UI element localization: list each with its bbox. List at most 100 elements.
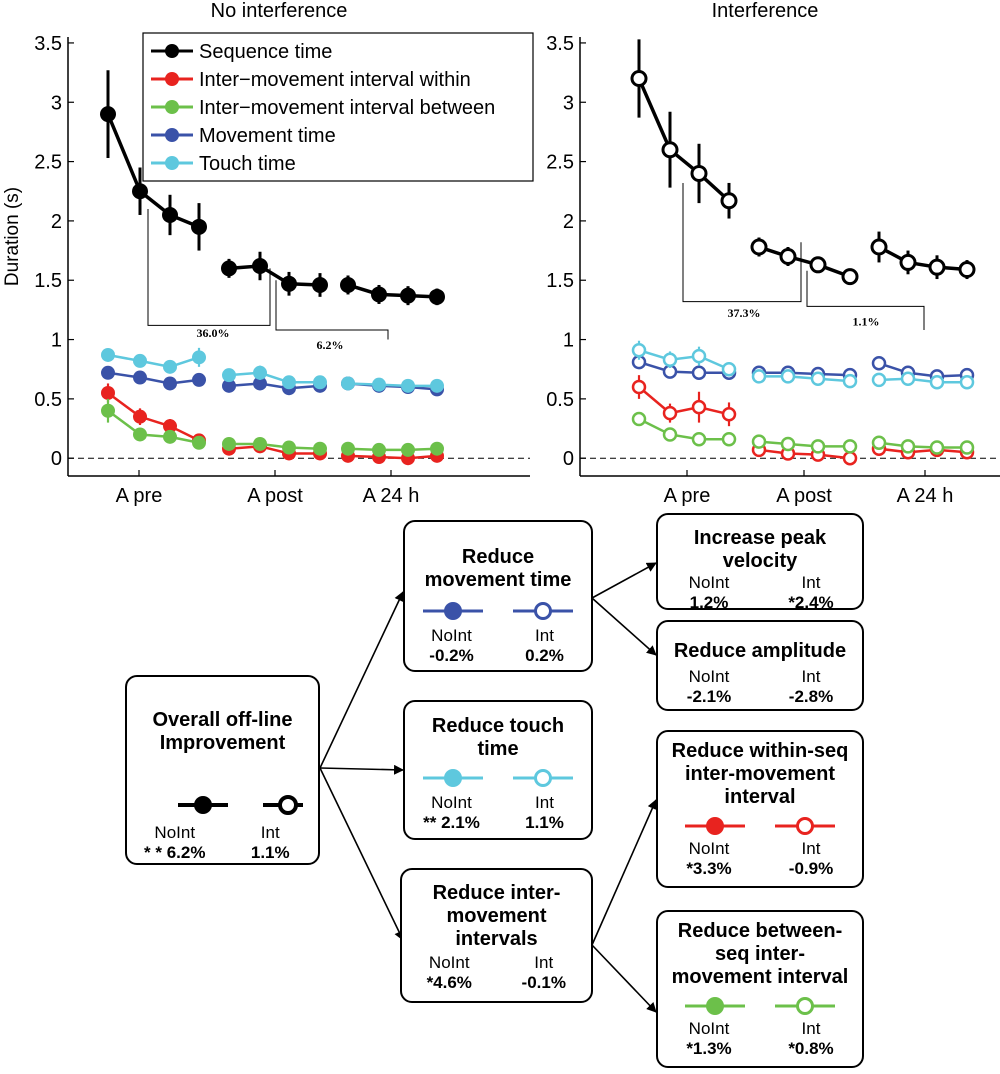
data-point-sequence <box>100 106 116 123</box>
bracket-annotation: 36.0% <box>197 326 230 340</box>
data-point-sequence <box>371 286 387 303</box>
series-line-touch <box>638 349 730 371</box>
y-tick-label: 2 <box>51 211 62 233</box>
legend-markers <box>423 769 573 787</box>
int-value: *2.4% <box>788 593 834 612</box>
int-label: Int <box>801 839 821 858</box>
int-value: -2.8% <box>788 687 834 706</box>
legend-box <box>142 32 534 182</box>
overall-improvement-box: Overall off-line Improvement NoInt Int * … <box>125 675 320 865</box>
data-point-touch <box>192 350 206 365</box>
y-tick-label: 3.5 <box>546 33 574 55</box>
data-point-between <box>900 439 916 454</box>
box-title: Reduce within-seq <box>671 740 849 762</box>
legend-marker-between <box>165 100 179 114</box>
data-point-movement <box>192 372 206 387</box>
series-line-within <box>228 445 320 455</box>
y-tick-label: 2.5 <box>546 152 574 174</box>
bracket-annotation: 6.2% <box>317 338 344 352</box>
noint-value: -0.2% <box>429 646 474 665</box>
noint-value: ** 2.1% <box>423 813 480 832</box>
legend-marker-sequence <box>165 44 179 58</box>
data-point-sequence <box>958 261 976 279</box>
data-point-touch <box>163 359 177 374</box>
chart-title: No interference <box>211 0 348 22</box>
data-point-movement <box>101 365 115 380</box>
noint-label: NoInt <box>431 793 472 812</box>
legend-label: Touch time <box>199 153 296 175</box>
y-tick-label: 2 <box>563 211 574 233</box>
box-title: seq inter- <box>714 943 806 965</box>
arrow-movement-to-amplitude <box>591 597 657 656</box>
noint-value: * * 6.2% <box>144 843 206 862</box>
data-point-between <box>282 440 296 455</box>
data-point-within <box>631 379 647 395</box>
x-tick-label: A 24 h <box>363 485 420 507</box>
data-point-sequence <box>899 253 917 271</box>
data-point-touch <box>430 378 444 393</box>
int-open-marker <box>534 769 552 787</box>
y-tick-label: 0.5 <box>546 389 574 411</box>
noint-filled-marker <box>444 769 462 787</box>
box-title: movement interval <box>671 966 849 988</box>
data-point-within <box>662 405 678 421</box>
noint-label: NoInt <box>688 667 730 686</box>
data-point-movement <box>163 376 177 391</box>
data-point-touch <box>372 377 386 392</box>
box-title: movement <box>446 905 547 927</box>
data-point-touch <box>929 375 945 390</box>
arrow-imi-to-within <box>591 799 657 946</box>
y-tick-label: 3 <box>51 92 62 114</box>
data-point-between <box>222 436 236 451</box>
int-label: Int <box>535 626 554 645</box>
series-line-within <box>347 454 438 460</box>
y-tick-label: 1.5 <box>546 270 574 292</box>
series-line-sequence <box>637 77 731 203</box>
data-point-between <box>101 403 115 418</box>
noint-label: NoInt <box>688 573 730 592</box>
data-point-between <box>959 440 975 455</box>
data-point-sequence <box>400 287 416 304</box>
data-point-touch <box>133 353 147 368</box>
legend-label: Movement time <box>199 125 336 147</box>
data-point-between <box>401 442 415 457</box>
data-point-touch <box>222 368 236 383</box>
legend-label: Inter−movement interval within <box>199 69 471 91</box>
noint-value: 1.2% <box>689 593 729 612</box>
data-point-between <box>192 435 206 450</box>
int-value: -0.9% <box>788 859 834 878</box>
box-title: Reduce amplitude <box>673 640 847 662</box>
int-label: Int <box>801 573 821 592</box>
data-point-touch <box>313 375 327 390</box>
between-seq-box: Reduce between- seq inter- movement inte… <box>656 910 864 1068</box>
series-line-within <box>107 391 200 442</box>
chart-title: Interference <box>712 0 819 22</box>
series-line-touch <box>878 377 967 384</box>
data-point-sequence <box>750 238 768 256</box>
data-point-touch <box>900 371 916 386</box>
noint-label: NoInt <box>688 839 730 858</box>
arrow-overall-to-imi <box>319 767 404 941</box>
comparison-bracket <box>275 280 389 340</box>
int-label: Int <box>260 823 280 842</box>
int-value: 0.2% <box>525 646 564 665</box>
arrow-overall-to-movement <box>319 591 404 769</box>
data-point-between <box>780 436 796 452</box>
data-point-between <box>662 427 678 442</box>
data-point-sequence <box>630 70 648 88</box>
series-line-movement <box>759 371 851 377</box>
legend-marker-within <box>165 72 179 86</box>
y-tick-label: 0.5 <box>34 389 62 411</box>
arrow-movement-to-velocity <box>591 562 657 599</box>
legend-markers <box>685 817 835 835</box>
data-point-within <box>163 419 177 434</box>
data-point-touch <box>780 369 796 384</box>
data-point-between <box>721 431 737 447</box>
data-point-within <box>721 407 737 422</box>
noint-label: NoInt <box>431 626 472 645</box>
int-open-marker <box>796 817 814 835</box>
box-title: Reduce between- <box>677 920 843 942</box>
series-line-sequence <box>106 113 200 229</box>
amplitude-box: Reduce amplitude NoInt Int -2.1% -2.8% <box>656 620 864 711</box>
box-title: Reduce <box>461 546 535 568</box>
